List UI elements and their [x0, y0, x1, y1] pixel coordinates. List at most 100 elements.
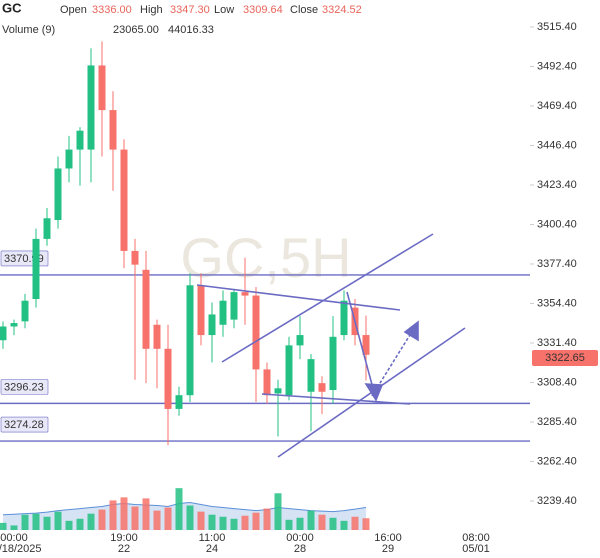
volume-bar [285, 519, 293, 530]
volume-bar [87, 513, 95, 530]
y-tick-label: 3377.40 [537, 258, 577, 270]
x-date-label: 04/18/2025 [0, 543, 42, 555]
y-tick-label: 3469.40 [537, 100, 577, 112]
y-tick-label: 3262.40 [537, 455, 577, 467]
hline-label: 3296.23 [4, 381, 44, 393]
volume-bar [32, 513, 40, 530]
header-value: 3336.00 [92, 4, 132, 16]
candle-body [65, 149, 73, 169]
x-date-label: 28 [294, 543, 306, 555]
volume-bar [296, 517, 304, 530]
volume-bar [219, 516, 227, 530]
volume-bar [263, 508, 271, 530]
candle-body [54, 168, 62, 221]
x-tick-label: 00:00 [286, 532, 314, 544]
y-tick-label: 3423.40 [537, 179, 577, 191]
volume-bar [197, 511, 205, 530]
y-tick-label: 3446.40 [537, 139, 577, 151]
candle-body [21, 300, 29, 322]
candle-body [175, 395, 183, 409]
candle-body [318, 383, 326, 392]
hline-label: 3274.28 [4, 419, 44, 431]
x-tick-label: 00:00 [0, 532, 28, 544]
candle-body [0, 326, 7, 341]
volume-bar [21, 514, 29, 530]
candle-body [329, 336, 337, 391]
volume-ma-value: 44016.33 [168, 24, 214, 36]
volume-value: 23065.00 [113, 24, 159, 36]
volume-bar [65, 520, 73, 530]
volume-bar [142, 498, 150, 530]
candle-body [120, 149, 128, 251]
volume-bar [98, 509, 106, 530]
candle-body [131, 250, 139, 265]
hline-label-box [0, 379, 49, 395]
last-price-label: 3322.65 [545, 352, 585, 364]
watermark: GC,5H [180, 226, 351, 289]
candle-body [153, 324, 161, 349]
trend-line [221, 233, 434, 363]
y-tick-label: 3285.40 [537, 416, 577, 428]
volume-bar [43, 516, 51, 530]
candle-body [87, 65, 95, 150]
candle-body [274, 388, 282, 394]
candle-body [285, 345, 293, 396]
candle-body [219, 300, 227, 325]
header-label: Low [214, 4, 234, 16]
volume-bar [340, 520, 348, 530]
header-label: Close [290, 4, 318, 16]
candle-body [32, 238, 40, 300]
volume-label: Volume (9) [2, 24, 55, 36]
candle-body [186, 285, 194, 396]
candle-body [197, 285, 205, 336]
x-tick-label: 16:00 [374, 532, 402, 544]
candle-body [109, 110, 117, 150]
volume-bar [0, 522, 7, 530]
candle-body [164, 348, 172, 409]
volume-bar [186, 505, 194, 530]
volume-bar [153, 510, 161, 530]
candle-body [142, 269, 150, 349]
last-price-box [532, 349, 598, 366]
volume-bar [318, 514, 326, 530]
volume-bar [329, 517, 337, 530]
y-tick-label: 3308.40 [537, 376, 577, 388]
arrowhead [364, 383, 384, 402]
candle-body [362, 335, 370, 355]
trend-line [261, 393, 411, 405]
hline-label-box [0, 416, 49, 433]
arrowhead [403, 320, 419, 342]
candle-body [10, 323, 18, 327]
y-tick-label: 3239.40 [537, 495, 577, 507]
x-tick-label: 08:00 [462, 532, 490, 544]
y-tick-label: 3515.40 [537, 21, 577, 33]
x-date-label: 29 [382, 543, 394, 555]
candle-body [43, 218, 51, 239]
volume-bar [362, 518, 370, 530]
arrow [371, 329, 414, 397]
header-value: 3309.64 [243, 4, 283, 16]
y-tick-label: 3354.40 [537, 297, 577, 309]
candle-body [98, 65, 106, 111]
candle-body [76, 130, 84, 150]
arrow [346, 291, 375, 393]
volume-bar [230, 518, 238, 530]
volume-bar [252, 512, 260, 530]
header-value: 3324.52 [322, 4, 362, 16]
x-tick-label: 19:00 [110, 532, 138, 544]
header-label: High [140, 4, 163, 16]
candle-body [263, 369, 271, 396]
symbol: GC [2, 0, 22, 15]
volume-bar [164, 507, 172, 530]
x-tick-label: 11:00 [199, 532, 226, 544]
volume-bar [307, 510, 315, 530]
header-value: 3347.30 [170, 4, 210, 16]
volume-bar [241, 515, 249, 530]
volume-bar [175, 488, 183, 530]
candle-body [307, 359, 315, 392]
candle-body [208, 314, 216, 336]
y-tick-label: 3492.40 [537, 60, 577, 72]
candle-body [230, 292, 238, 320]
